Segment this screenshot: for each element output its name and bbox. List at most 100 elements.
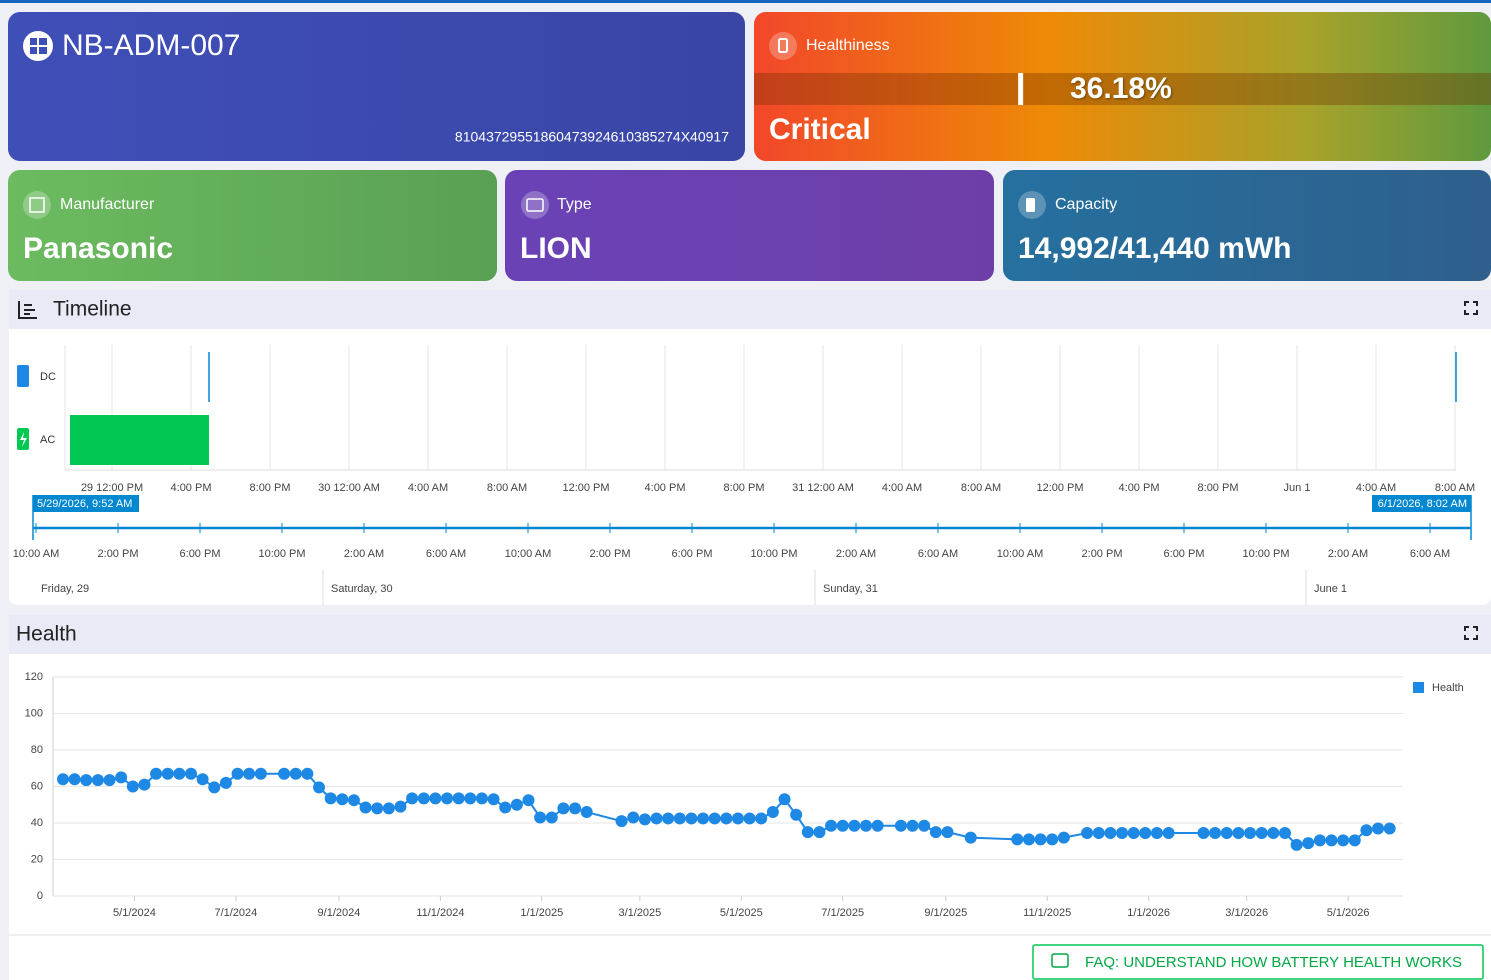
range-tick-label: 2:00 PM xyxy=(590,548,631,560)
health-point xyxy=(1046,833,1059,846)
health-point xyxy=(499,801,512,814)
health-point xyxy=(662,812,675,825)
timeline-tick-label: 8:00 AM xyxy=(961,482,1001,494)
health-point xyxy=(918,819,931,832)
health-point xyxy=(615,815,628,828)
health-point xyxy=(1290,838,1303,851)
health-point xyxy=(301,767,314,780)
health-point xyxy=(1162,827,1175,840)
x-tick-label: 5/1/2024 xyxy=(113,907,156,919)
health-point xyxy=(859,819,872,832)
health-point xyxy=(1372,822,1385,835)
range-tick-label: 2:00 PM xyxy=(1082,548,1123,560)
health-point xyxy=(475,792,488,805)
health-point xyxy=(1348,834,1361,847)
health-fullscreen[interactable] xyxy=(1464,626,1478,640)
health-point xyxy=(80,774,93,787)
health-point xyxy=(196,773,209,786)
health-value: 36.18% xyxy=(1070,72,1172,105)
health-point xyxy=(161,767,174,780)
health-point xyxy=(848,819,861,832)
health-point xyxy=(68,773,81,786)
x-tick-label: 9/1/2024 xyxy=(318,907,361,919)
range-tick-label: 6:00 AM xyxy=(1410,548,1450,560)
health-point xyxy=(278,767,291,780)
health-point xyxy=(894,819,907,832)
manufacturer-value: Panasonic xyxy=(23,232,173,265)
x-tick-label: 1/1/2026 xyxy=(1127,907,1170,919)
health-point xyxy=(813,826,826,839)
health-point xyxy=(208,781,221,794)
timeline-tick-label: 4:00 AM xyxy=(408,482,448,494)
health-point xyxy=(766,806,779,819)
health-point xyxy=(1232,827,1245,840)
health-point xyxy=(138,778,151,791)
health-card xyxy=(754,12,1491,161)
timeline-tick-label: 29 12:00 PM xyxy=(81,482,143,494)
range-tick-label: 2:00 AM xyxy=(1328,548,1368,560)
health-point xyxy=(638,813,651,826)
x-tick-label: 11/1/2024 xyxy=(416,907,464,919)
battery-type-icon xyxy=(526,198,544,212)
timeline-tick-label: 8:00 AM xyxy=(1435,482,1475,494)
health-point xyxy=(126,780,139,793)
health-point xyxy=(685,812,698,825)
windows-logo xyxy=(30,38,47,54)
health-point xyxy=(1278,827,1291,840)
capacity-value: 14,992/41,440 mWh xyxy=(1018,232,1292,265)
y-tick-label: 120 xyxy=(25,671,43,683)
timeline-tick-label: 4:00 AM xyxy=(1356,482,1396,494)
device-serial: 81043729551860473924610385274X40917 xyxy=(455,129,729,145)
health-point xyxy=(673,812,686,825)
timeline-icon xyxy=(18,301,37,319)
x-tick-label: 5/1/2026 xyxy=(1327,907,1370,919)
range-tick-label: 10:00 AM xyxy=(505,548,551,560)
health-point xyxy=(522,794,535,807)
health-point xyxy=(347,794,360,807)
health-point xyxy=(336,793,349,806)
health-point xyxy=(964,831,977,844)
x-tick-label: 3/1/2025 xyxy=(618,907,661,919)
top-bar xyxy=(0,0,1491,3)
health-point xyxy=(697,812,710,825)
x-tick-label: 3/1/2026 xyxy=(1225,907,1268,919)
timeline-tick-label: 8:00 AM xyxy=(487,482,527,494)
capacity-label: Capacity xyxy=(1055,196,1117,213)
health-point xyxy=(1302,837,1315,850)
health-point xyxy=(569,802,582,815)
health-point xyxy=(801,826,814,839)
health-point xyxy=(464,792,477,805)
health-point xyxy=(452,792,465,805)
health-point xyxy=(91,774,104,787)
health-point xyxy=(406,792,419,805)
health-point xyxy=(231,767,244,780)
timeline-tick-label: 8:00 PM xyxy=(1198,482,1239,494)
manufacturer-label: Manufacturer xyxy=(60,196,155,213)
timeline-header-bg xyxy=(9,290,1491,329)
y-tick-label: 100 xyxy=(25,707,43,719)
faq-button[interactable] xyxy=(1032,944,1484,980)
range-tick-label: 10:00 AM xyxy=(997,548,1043,560)
timeline-tick-label: 8:00 PM xyxy=(724,482,765,494)
health-title: Health xyxy=(16,623,77,646)
health-point xyxy=(184,767,197,780)
health-point xyxy=(557,802,570,815)
range-start: 5/29/2026, 9:52 AM xyxy=(37,498,132,510)
range-tick-label: 6:00 PM xyxy=(1164,548,1205,560)
health-point xyxy=(1139,827,1152,840)
x-tick-label: 7/1/2025 xyxy=(821,907,864,919)
range-tick-label: 10:00 PM xyxy=(1242,548,1289,560)
health-point xyxy=(1092,827,1105,840)
range-tick-label: 10:00 AM xyxy=(13,548,59,560)
health-point xyxy=(929,826,942,839)
timeline-fullscreen[interactable] xyxy=(1464,301,1478,315)
health-point xyxy=(150,767,163,780)
range-tick-label: 10:00 PM xyxy=(750,548,797,560)
building-icon xyxy=(29,197,45,213)
health-point xyxy=(115,771,128,784)
range-tick-label: 6:00 AM xyxy=(918,548,958,560)
type-card xyxy=(505,170,994,281)
health-point xyxy=(243,767,256,780)
